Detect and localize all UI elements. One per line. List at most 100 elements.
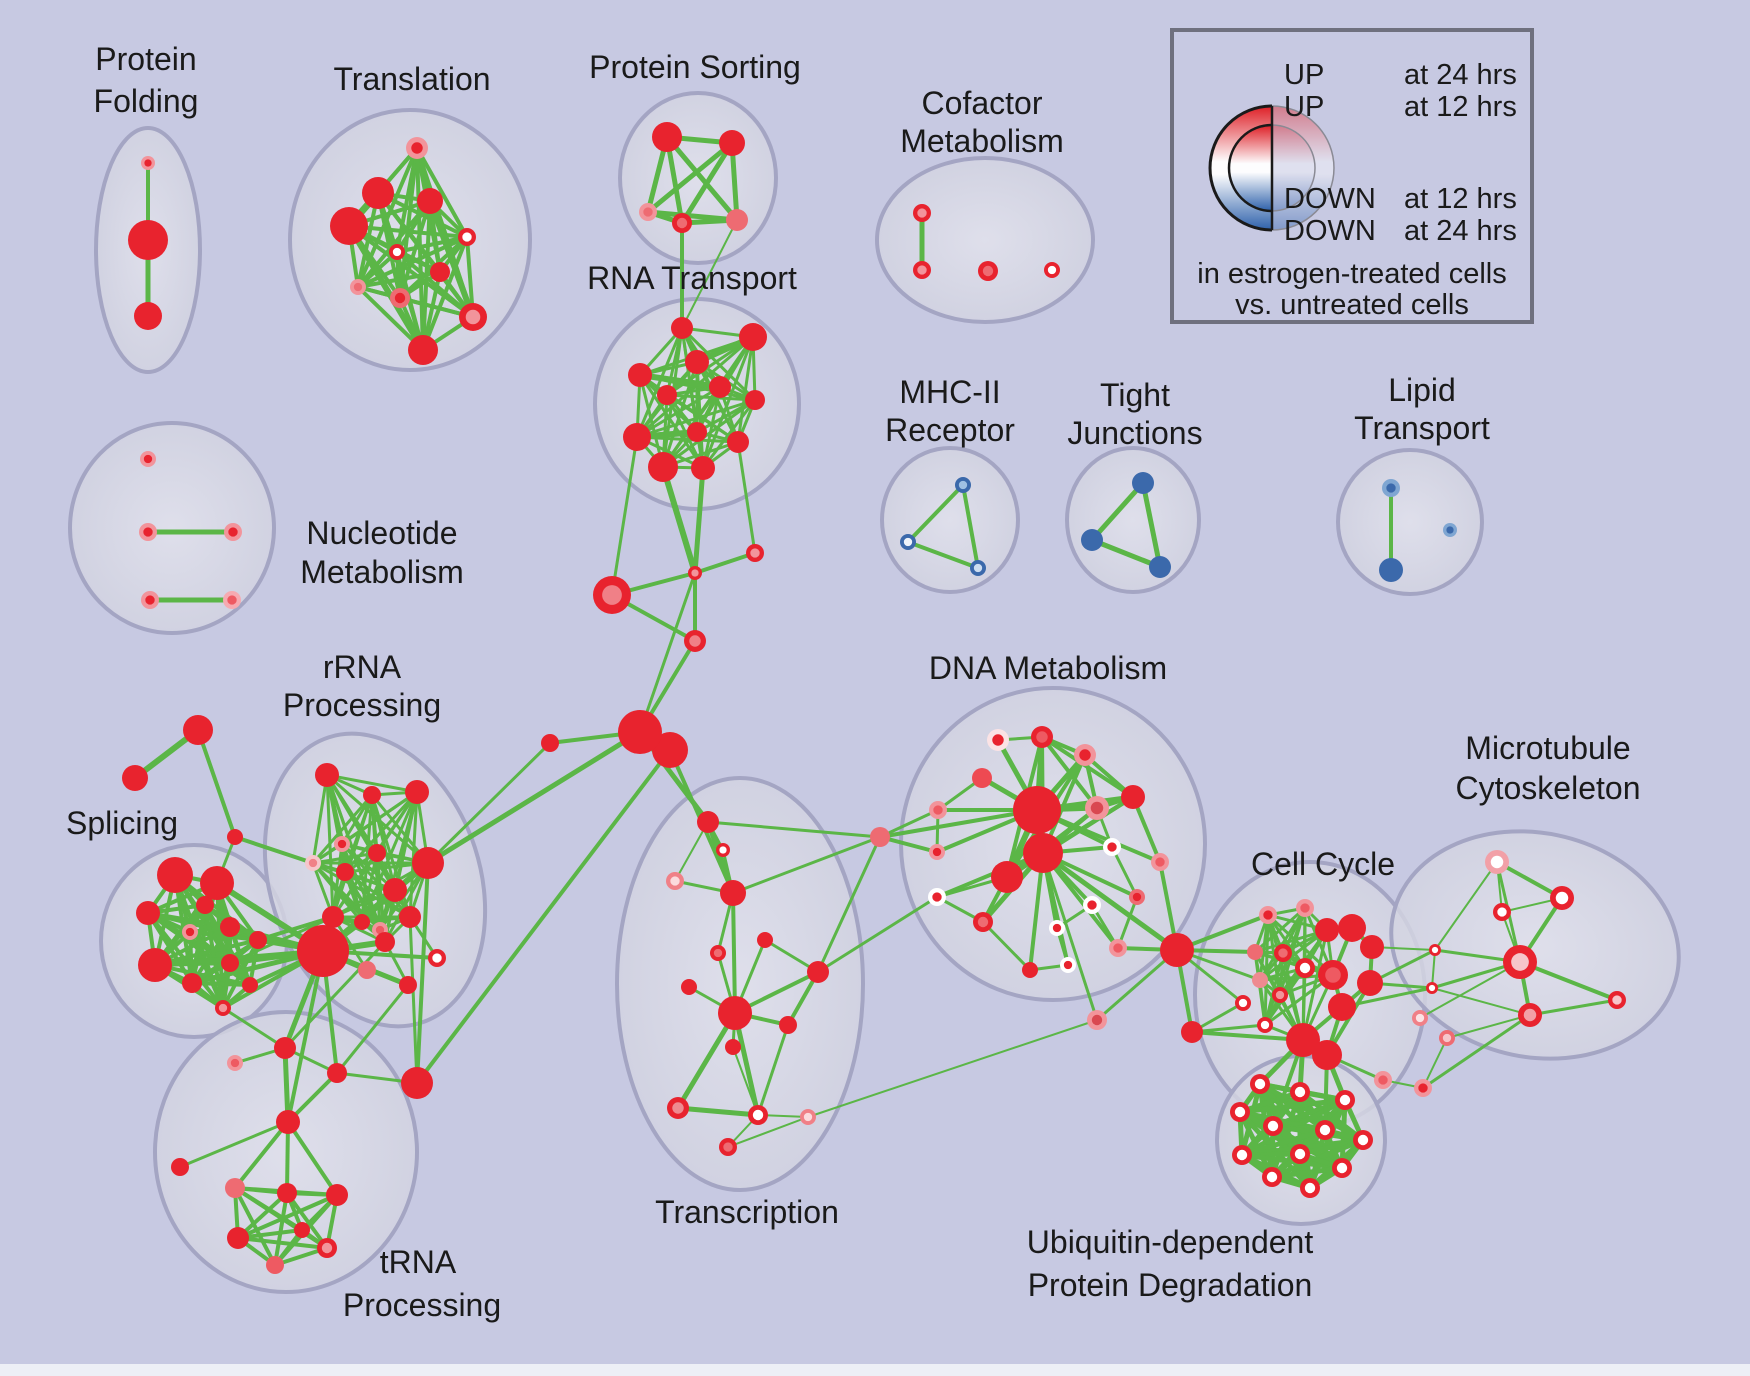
- edge-rt5-rt9: [665, 393, 740, 444]
- edge-t13-t14: [727, 1116, 809, 1148]
- node-lt0: [1382, 479, 1400, 497]
- node-tl0: [406, 137, 428, 159]
- node-sp6: [182, 973, 202, 993]
- node-rt0: [671, 317, 693, 339]
- cluster-ellipse-tight-junctions: [1065, 446, 1201, 594]
- node-dm0: [987, 729, 1009, 751]
- edge-cc2-cc15: [1301, 928, 1329, 1042]
- edge-c6-rr7: [426, 741, 552, 865]
- legend-direction-label: UP: [1284, 59, 1324, 91]
- legend-time-label: at 12 hrs: [1404, 183, 1517, 215]
- node-ub5: [1315, 1120, 1335, 1140]
- node-cc16: [1312, 1040, 1342, 1070]
- node-rt4: [709, 376, 731, 398]
- edge-tl6-tl7: [356, 270, 442, 289]
- node-mt6: [1518, 1003, 1542, 1027]
- node-tl5: [389, 244, 405, 260]
- node-tl9: [459, 303, 487, 331]
- edge-tj1-tj2: [1089, 537, 1163, 570]
- edge-rt6-rt11: [701, 398, 757, 470]
- cluster-label-ubiquitin-degradation: Ubiquitin-dependent: [1027, 1224, 1314, 1260]
- node-tn6: [225, 1178, 245, 1198]
- edge-rt5-rt6: [665, 393, 757, 402]
- node-rr4: [305, 855, 321, 871]
- cluster-label-trna-processing: Processing: [343, 1287, 501, 1323]
- edge-t7-dm14: [816, 895, 939, 974]
- edge-tl4-tl5: [395, 235, 469, 254]
- legend-time-label: at 24 hrs: [1404, 59, 1517, 91]
- node-lt1: [1379, 558, 1403, 582]
- node-tl4: [458, 228, 476, 246]
- edge-tl3-tl10: [346, 223, 426, 353]
- edge-c5-tn3: [415, 748, 672, 1085]
- node-ub9: [1332, 1158, 1352, 1178]
- node-t12: [748, 1105, 768, 1125]
- cluster-label-cell-cycle: Cell Cycle: [1251, 846, 1395, 882]
- node-t5: [710, 945, 726, 961]
- cluster-label-protein-folding: Protein: [95, 41, 196, 77]
- edge-mt8-mt4: [1419, 961, 1521, 1019]
- node-dm15: [973, 912, 993, 932]
- node-c5: [652, 732, 688, 768]
- node-ps3: [672, 213, 692, 233]
- edge-rr6-rr10: [360, 851, 379, 924]
- edge-tl3-tl4: [347, 224, 469, 239]
- node-tn0: [274, 1037, 296, 1059]
- edge-rr0-rr9: [325, 773, 335, 919]
- node-rt7: [623, 423, 651, 451]
- edge-sp1-sp8: [215, 881, 225, 1010]
- edge-rr7-tn3: [415, 861, 430, 1085]
- edge-tn7-tn10: [285, 1191, 329, 1250]
- edge-tn4-tn8: [286, 1120, 339, 1197]
- edge-rt1-rt11: [701, 335, 755, 470]
- edge-b0-t7: [816, 835, 882, 974]
- cluster-label-splicing: Splicing: [66, 805, 178, 841]
- edge-dm15-dm19: [981, 920, 1032, 972]
- edge-ub9-ub10: [1269, 1165, 1345, 1180]
- edge-c1-rt9: [736, 440, 757, 555]
- edge-tn9-tn10: [236, 1236, 329, 1250]
- node-pf0: [141, 156, 155, 170]
- node-cc10: [1272, 987, 1288, 1003]
- node-rr3: [334, 836, 350, 852]
- edge-mh0-mh2: [961, 483, 980, 570]
- node-t13: [800, 1109, 816, 1125]
- edge-dm22-cc6: [1175, 948, 1285, 955]
- node-rr7: [412, 847, 444, 879]
- node-cc1: [1296, 899, 1314, 917]
- node-cc3: [1338, 914, 1366, 942]
- edge-sp7-rr9: [228, 915, 335, 965]
- cluster-label-rrna-processing: rRNA: [323, 649, 402, 685]
- cluster-labels: Protein Folding Translation Protein Sorting…: [66, 41, 1641, 1323]
- node-ex1: [1414, 1079, 1432, 1097]
- legend-caption: in estrogen-treated cells: [1197, 258, 1507, 290]
- edge-cc1-cc5: [1253, 906, 1307, 954]
- node-ub4: [1263, 1116, 1283, 1136]
- node-dm3: [972, 768, 992, 788]
- edge-b0-t0: [706, 820, 882, 839]
- edge-t11-t12: [675, 1105, 761, 1118]
- edge-rr12-tn0: [283, 940, 387, 1050]
- cluster-label-microtubule-cytoskeleton: Cytoskeleton: [1456, 770, 1641, 806]
- node-tj2: [1149, 556, 1171, 578]
- node-sp7: [221, 954, 239, 972]
- node-rr13: [399, 906, 421, 928]
- edge-tl0-tl4: [415, 146, 469, 239]
- cluster-label-cofactor-metabolism: Metabolism: [900, 123, 1064, 159]
- node-dm21: [1109, 939, 1127, 957]
- edge-rr0-rr2: [325, 773, 419, 794]
- node-dm5: [1121, 785, 1145, 809]
- legend-box: [1170, 28, 1534, 324]
- node-dm4: [929, 801, 947, 819]
- node-t14: [719, 1138, 737, 1156]
- node-cc11: [1235, 995, 1251, 1011]
- node-tl1: [362, 177, 394, 209]
- node-cc6: [1274, 944, 1292, 962]
- node-dm9: [1013, 786, 1061, 834]
- edge-rt3-rt4: [637, 372, 723, 390]
- edge-cc2-cc9: [1258, 928, 1329, 982]
- node-pf2: [134, 302, 162, 330]
- edge-mt6-mt7: [1528, 998, 1619, 1017]
- edge-c0-c1: [693, 551, 757, 575]
- edge-rt4-rt11: [701, 385, 722, 470]
